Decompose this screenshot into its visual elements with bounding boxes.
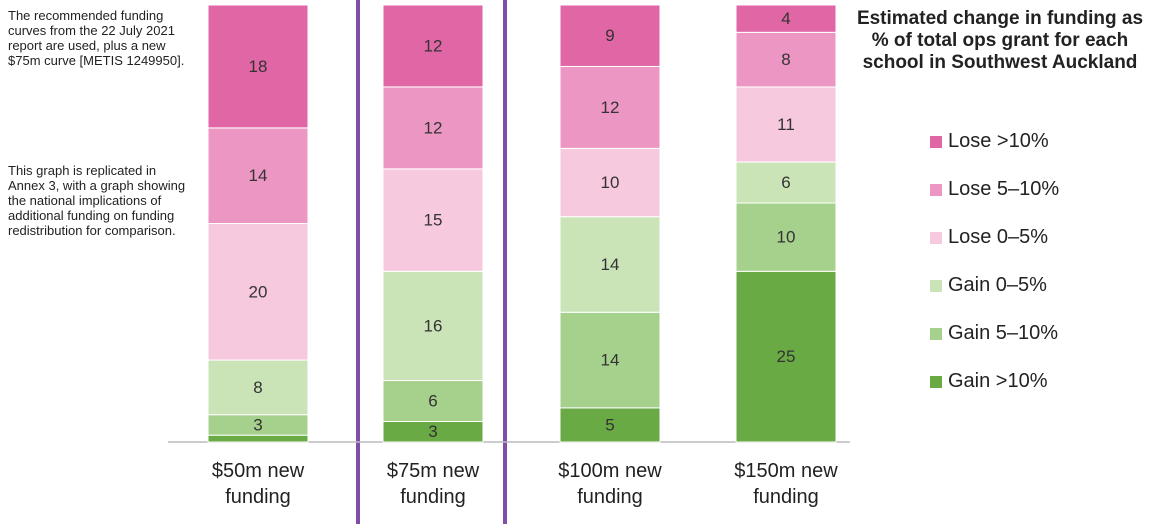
data-label: 9 — [605, 26, 614, 45]
bar-segment — [382, 4, 484, 88]
legend-label: Lose >10% — [948, 130, 1049, 152]
bar-segment — [735, 161, 837, 204]
legend-item: Lose >10% — [930, 130, 1049, 153]
x-tick-label: $100m new funding — [558, 460, 662, 508]
bar-segment — [382, 380, 484, 423]
bar-segment — [382, 86, 484, 170]
bar-segment — [735, 86, 837, 163]
bar-segment — [559, 216, 661, 313]
legend-label: Gain 5–10% — [948, 322, 1059, 344]
data-label: 18 — [249, 57, 268, 76]
legend-item: Gain 5–10% — [930, 322, 1058, 345]
data-label: 14 — [249, 166, 268, 185]
data-label: 10 — [777, 228, 796, 247]
bar-segment — [207, 434, 309, 443]
data-label: 5 — [605, 415, 614, 434]
bar-segment — [207, 127, 309, 224]
legend-swatch — [930, 279, 942, 292]
legend-label: Lose 0–5% — [948, 226, 1049, 248]
data-label: 3 — [428, 422, 437, 441]
bar-segment — [735, 270, 837, 443]
bar-segment — [207, 359, 309, 416]
x-tick-label: $75m new funding — [386, 460, 480, 508]
bar-segment — [735, 4, 837, 33]
data-label: 8 — [253, 378, 262, 397]
bar-segment — [559, 407, 661, 443]
data-label: 12 — [424, 118, 443, 137]
data-label: 10 — [601, 173, 620, 192]
legend-swatch — [930, 183, 942, 196]
data-label: 14 — [601, 255, 620, 274]
legend-item: Gain >10% — [930, 370, 1048, 393]
legend-swatch — [930, 231, 942, 244]
legend-item: Gain 0–5% — [930, 274, 1047, 297]
legend-swatch — [930, 327, 942, 340]
bar-segment — [735, 31, 837, 88]
data-label: 15 — [424, 211, 443, 230]
data-label: 3 — [253, 415, 262, 434]
bar-segment — [559, 147, 661, 218]
bar-segment — [382, 270, 484, 382]
bar-segment — [207, 4, 309, 129]
bar-segment — [559, 65, 661, 149]
data-label: 8 — [781, 50, 790, 69]
bar-segment — [735, 202, 837, 272]
data-label: 14 — [601, 351, 620, 370]
data-label: 25 — [777, 347, 796, 366]
legend-item: Lose 0–5% — [930, 226, 1048, 249]
data-label: 16 — [424, 316, 443, 335]
annotation: This graph is replicated in Annex 3, wit… — [8, 163, 186, 238]
data-label: 6 — [428, 392, 437, 411]
legend-label: Lose 5–10% — [948, 178, 1060, 200]
bar-segment — [207, 223, 309, 361]
data-label: 4 — [781, 9, 790, 28]
data-label: 20 — [249, 282, 268, 301]
legend-label: Gain 0–5% — [948, 274, 1047, 296]
legend-item: Lose 5–10% — [930, 178, 1059, 201]
x-tick-label: $50m new funding — [211, 460, 305, 508]
legend-label: Gain >10% — [948, 370, 1048, 392]
data-label: 12 — [424, 36, 443, 55]
data-label: 12 — [601, 98, 620, 117]
data-label: 11 — [777, 115, 795, 134]
x-tick-label: $150m new funding — [734, 460, 838, 508]
annotation: The recommended funding curves from the … — [8, 8, 185, 68]
legend-title: Estimated change in funding as % of tota… — [856, 8, 1144, 73]
data-label: 6 — [781, 173, 790, 192]
bar-segment — [559, 4, 661, 67]
legend-swatch — [930, 375, 942, 388]
legend-swatch — [930, 135, 942, 148]
